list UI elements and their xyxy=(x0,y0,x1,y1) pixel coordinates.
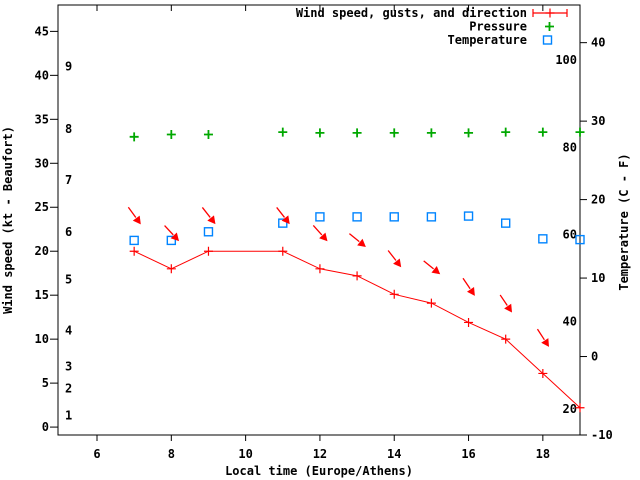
wind-direction-arrow xyxy=(127,206,141,225)
y-left-tick-label: 20 xyxy=(35,244,49,258)
beaufort-tick-label: 7 xyxy=(65,173,72,187)
beaufort-tick-label: 3 xyxy=(65,359,72,373)
wind-speed-point xyxy=(278,246,288,256)
beaufort-tick-label: 6 xyxy=(65,225,72,239)
y-left-axis-title: Wind speed (kt - Beaufort) xyxy=(1,126,15,314)
wind-speed-point xyxy=(426,298,436,308)
legend-temperature-sample xyxy=(542,35,553,45)
wind-direction-arrow xyxy=(276,207,290,225)
y-left-tick-label: 10 xyxy=(35,332,49,346)
beaufort-tick-label: 9 xyxy=(65,60,72,74)
y-right-axis-title: Temperature (C - F) xyxy=(617,153,631,290)
y-left-tick-label: 5 xyxy=(42,376,49,390)
wind-direction-arrow xyxy=(387,250,402,268)
legend-pressure-sample xyxy=(545,22,554,31)
y-left-tick-label: 35 xyxy=(35,112,49,126)
plot-border xyxy=(57,4,581,436)
wind-speed-point xyxy=(538,368,548,378)
x-tick-label: 6 xyxy=(93,447,100,461)
y-right-tick-label: 40 xyxy=(591,36,605,50)
x-axis-title: Local time (Europe/Athens) xyxy=(225,464,413,478)
y-left-tick-label: 0 xyxy=(42,420,49,434)
y-right-tick-label: -10 xyxy=(591,428,613,442)
pressure-point xyxy=(166,129,176,139)
wind-direction-arrow xyxy=(348,233,366,247)
pressure-point xyxy=(278,127,288,137)
wind-speed-point xyxy=(203,246,213,256)
wind-speed-point xyxy=(315,264,325,274)
pressure-point xyxy=(538,127,548,137)
y-right-tick-label: 0 xyxy=(591,350,598,364)
temperature-point xyxy=(203,227,214,237)
fahrenheit-tick-label: 20 xyxy=(563,402,577,416)
pressure-point xyxy=(315,128,325,138)
pressure-point xyxy=(464,128,474,138)
temperature-point xyxy=(352,212,362,222)
temperature-point xyxy=(389,212,399,222)
temperature-point xyxy=(166,235,177,246)
x-tick-label: 18 xyxy=(536,447,550,461)
temperature-point xyxy=(426,212,437,222)
temperature-point xyxy=(575,234,585,245)
wind-speed-point xyxy=(166,264,176,274)
wind-speed-point xyxy=(129,246,139,256)
pressure-point xyxy=(389,128,399,138)
y-right-tick-label: 30 xyxy=(591,114,605,128)
y-left-tick-label: 40 xyxy=(35,68,49,82)
legend-label: Temperature xyxy=(448,33,527,47)
wind-direction-arrow xyxy=(462,277,475,296)
beaufort-tick-label: 5 xyxy=(65,272,72,286)
y-right-tick-label: 20 xyxy=(591,193,605,207)
x-tick-label: 10 xyxy=(238,447,252,461)
beaufort-tick-label: 2 xyxy=(65,381,72,395)
temperature-point xyxy=(463,211,474,221)
beaufort-tick-label: 4 xyxy=(65,323,72,337)
temperature-point xyxy=(500,218,511,228)
pressure-point xyxy=(501,127,511,137)
temperature-point xyxy=(315,212,325,222)
fahrenheit-tick-label: 80 xyxy=(563,140,577,154)
fahrenheit-tick-label: 100 xyxy=(555,53,577,67)
y-right-tick-label: 10 xyxy=(591,271,605,285)
wind-speed-point xyxy=(501,334,511,344)
wind-direction-arrow xyxy=(423,260,441,275)
pressure-point xyxy=(575,127,585,137)
fahrenheit-tick-label: 60 xyxy=(563,227,577,241)
beaufort-tick-label: 8 xyxy=(65,122,72,136)
wind-speed-point xyxy=(575,403,585,413)
x-tick-label: 16 xyxy=(461,447,475,461)
pressure-point xyxy=(203,129,213,139)
wind-direction-arrow xyxy=(536,328,550,347)
pressure-point xyxy=(129,132,139,142)
temperature-point xyxy=(538,234,548,244)
wind-direction-arrow xyxy=(201,207,216,225)
wind-speed-point xyxy=(464,317,474,327)
legend-label: Wind speed, gusts, and direction xyxy=(296,6,527,20)
y-left-tick-label: 25 xyxy=(35,200,49,214)
wind-direction-arrow xyxy=(312,225,328,242)
legend-wind-sample-marker xyxy=(545,8,555,18)
wind-direction-arrow xyxy=(499,294,513,313)
beaufort-tick-label: 1 xyxy=(65,409,72,423)
temperature-point xyxy=(278,218,288,228)
x-tick-label: 12 xyxy=(313,447,327,461)
y-left-tick-label: 45 xyxy=(35,24,49,38)
wind-speed-point xyxy=(389,289,399,299)
legend-label: Pressure xyxy=(469,20,527,34)
x-tick-label: 14 xyxy=(387,447,401,461)
pressure-point xyxy=(426,128,436,138)
pressure-point xyxy=(352,128,362,138)
temperature-point xyxy=(129,235,139,246)
y-left-tick-label: 15 xyxy=(35,288,49,302)
wind-speed-point xyxy=(352,271,362,281)
wind-direction-arrow xyxy=(164,225,180,242)
y-left-tick-label: 30 xyxy=(35,156,49,170)
wind-speed-line xyxy=(133,250,581,409)
fahrenheit-tick-label: 40 xyxy=(563,315,577,329)
x-tick-label: 8 xyxy=(168,447,175,461)
